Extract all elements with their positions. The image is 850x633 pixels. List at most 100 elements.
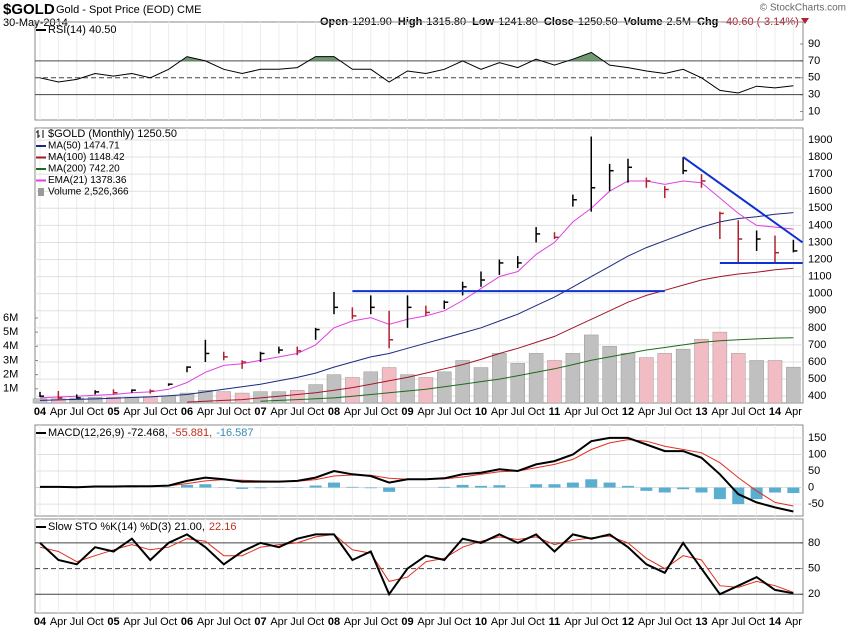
- bar: [254, 487, 267, 489]
- volume-bar: [179, 392, 195, 404]
- legend-price: $GOLD (Monthly) 1250.50: [48, 128, 177, 140]
- x-tick-label: Jul: [437, 406, 451, 418]
- volume-bar: [510, 363, 525, 404]
- panel-label-part: Slow STO %K(14) %D(3) 21.00,: [48, 521, 205, 533]
- x-tick-label: Apr: [417, 616, 434, 628]
- x-tick-label: 04: [34, 406, 47, 418]
- volume-bar: [326, 374, 342, 404]
- x-tick-label: Jul: [70, 616, 84, 628]
- x-tick-label: 11: [549, 616, 561, 628]
- x-tick-label: 05: [107, 406, 119, 418]
- x-tick-label: Apr: [785, 406, 802, 418]
- volume-bar: [345, 377, 360, 404]
- x-tick-label: Apr: [123, 616, 140, 628]
- x-tick-label: 06: [181, 616, 193, 628]
- ma-line: [186, 267, 794, 403]
- bar: [548, 484, 561, 488]
- x-tick-label: Jul: [217, 406, 231, 418]
- x-tick-label: Oct: [160, 406, 177, 418]
- series-line: [40, 436, 794, 513]
- legend-icon: [36, 130, 44, 138]
- volume-bar: [271, 391, 287, 404]
- x-tick-label: Jul: [143, 616, 157, 628]
- x-tick-label: 10: [475, 406, 487, 418]
- x-tick-label: Oct: [87, 616, 104, 628]
- x-tick-label: Jul: [658, 616, 672, 628]
- y-tick-label: 1500: [808, 202, 832, 214]
- y-tick-label: 150: [808, 432, 826, 444]
- x-tick-label: Jul: [511, 616, 525, 628]
- volume-bar: [216, 391, 231, 404]
- y-tick-label: 1300: [808, 236, 832, 248]
- x-tick-label: Jul: [364, 406, 378, 418]
- bar: [364, 487, 377, 489]
- symbol-name: Gold - Spot Price (EOD) CME: [56, 4, 201, 16]
- x-tick-label: 06: [181, 406, 193, 418]
- bar: [566, 482, 579, 488]
- bar: [713, 487, 726, 500]
- series-line: [39, 51, 794, 94]
- y-tick-label: 50: [808, 72, 820, 84]
- legend-entry: MA(200) 742.20: [48, 164, 120, 175]
- panel-label: RSI(14) 40.50: [48, 24, 116, 36]
- x-tick-label: Oct: [748, 616, 765, 628]
- legend-entry: MA(50) 1474.71: [48, 141, 120, 152]
- x-tick-label: 12: [622, 616, 634, 628]
- legend-entry: MA(100) 1148.42: [48, 152, 125, 163]
- x-tick-label: Jul: [437, 616, 451, 628]
- x-tick-label: 08: [328, 406, 340, 418]
- x-tick-label: Jul: [143, 406, 157, 418]
- x-tick-label: Oct: [307, 406, 324, 418]
- volume-bar: [731, 353, 746, 404]
- y-tick-label: 100: [808, 448, 826, 460]
- bar: [309, 485, 322, 488]
- x-tick-label: 13: [695, 406, 707, 418]
- ma-line: [39, 180, 794, 399]
- x-tick-label: Apr: [417, 406, 434, 418]
- panel-frame: [34, 518, 804, 614]
- x-tick-label: Apr: [491, 406, 508, 418]
- panel-label-part: MACD(12,26,9) -72.468,: [48, 427, 168, 439]
- panel-label: Slow STO %K(14) %D(3) 21.00, 22.16: [48, 521, 236, 533]
- series-line: [39, 533, 794, 597]
- x-tick-label: Apr: [638, 616, 655, 628]
- ma-line: [39, 212, 794, 401]
- x-tick-label: Oct: [381, 616, 398, 628]
- x-tick-label: 09: [401, 406, 413, 418]
- x-tick-label: Jul: [658, 406, 672, 418]
- volume-bar: [749, 360, 764, 404]
- panel-label: MACD(12,26,9) -72.468, -55.881, -16.587: [48, 427, 254, 439]
- y2-tick-label: 2M: [3, 369, 18, 381]
- copyright: © StockCharts.com: [760, 3, 846, 14]
- y-tick-label: 50: [808, 465, 820, 477]
- x-tick-label: Apr: [123, 406, 140, 418]
- y-tick-label: 500: [808, 373, 826, 385]
- y-tick-label: 1000: [808, 288, 832, 300]
- bar: [658, 487, 671, 493]
- bar: [695, 487, 708, 493]
- volume-bar: [455, 360, 470, 404]
- bar: [530, 484, 543, 488]
- x-tick-label: Oct: [748, 406, 765, 418]
- volume-bar: [363, 371, 378, 404]
- x-tick-label: 04: [34, 616, 47, 628]
- y-tick-label: 90: [808, 38, 820, 50]
- volume-bar: [234, 392, 250, 404]
- x-tick-label: Apr: [50, 406, 67, 418]
- bar: [493, 485, 506, 488]
- volume-bar: [694, 338, 709, 404]
- y-tick-label: 800: [808, 322, 826, 334]
- volume-bar: [400, 374, 415, 404]
- x-tick-label: Oct: [601, 406, 618, 418]
- legend-entry: Volume 2,526,366: [48, 187, 129, 198]
- y-tick-label: 10: [808, 105, 820, 117]
- x-tick-label: Apr: [711, 406, 728, 418]
- down-arrow: [801, 18, 809, 24]
- volume-bar: [32, 398, 48, 404]
- x-tick-label: Apr: [50, 616, 67, 628]
- y2-tick-label: 5M: [3, 326, 18, 338]
- x-tick-label: Apr: [197, 616, 214, 628]
- bar: [603, 482, 616, 488]
- volume-bar: [712, 331, 728, 404]
